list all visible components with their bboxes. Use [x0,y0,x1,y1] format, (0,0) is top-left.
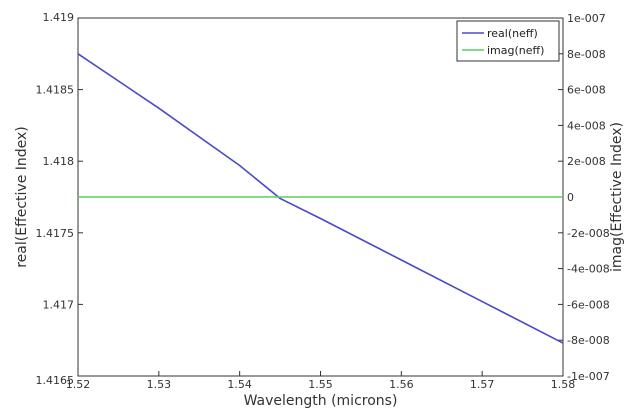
x-tick-label: 1.58 [551,378,576,391]
y-left-tick-label: 1.417 [43,298,75,311]
y-left-axis-title: real(Effective Index) [14,126,30,268]
y-left-tick-label: 1.4185 [36,84,75,97]
y-right-tick-label: 8e-008 [567,48,606,61]
y-right-tick-label: 0 [567,191,574,204]
x-tick-label: 1.57 [470,378,495,391]
x-tick-label: 1.56 [389,378,414,391]
y-right-axis-title: imag(Effective Index) [609,122,625,272]
legend-entry: imag(neff) [487,44,544,57]
x-axis-title: Wavelength (microns) [244,393,398,409]
x-tick-label: 1.53 [147,378,172,391]
y-right-tick-label: -4e-008 [567,263,610,276]
x-tick-label: 1.54 [227,378,252,391]
y-right-tick-label: 1e-007 [567,12,606,25]
y-right-tick-label: 6e-008 [567,84,606,97]
legend-box [456,20,560,62]
y-right-tick-label: -6e-008 [567,298,610,311]
x-tick-label: 1.52 [66,378,91,391]
y-right-tick-label: -8e-008 [567,334,610,347]
y-right-tick-label: 2e-008 [567,155,606,168]
y-left-tick-label: 1.4165 [36,374,75,387]
legend-entry: real(neff) [487,27,538,40]
y-right-tick-label: -1e-007 [567,370,610,383]
y-left-tick-label: 1.419 [43,11,75,24]
series-line-real-neff- [77,53,564,344]
x-tick-label: 1.55 [308,378,333,391]
y-right-tick-label: 4e-008 [567,119,606,132]
y-right-tick-label: -2e-008 [567,227,610,240]
y-left-tick-label: 1.418 [43,155,75,168]
y-left-tick-label: 1.4175 [36,227,75,240]
